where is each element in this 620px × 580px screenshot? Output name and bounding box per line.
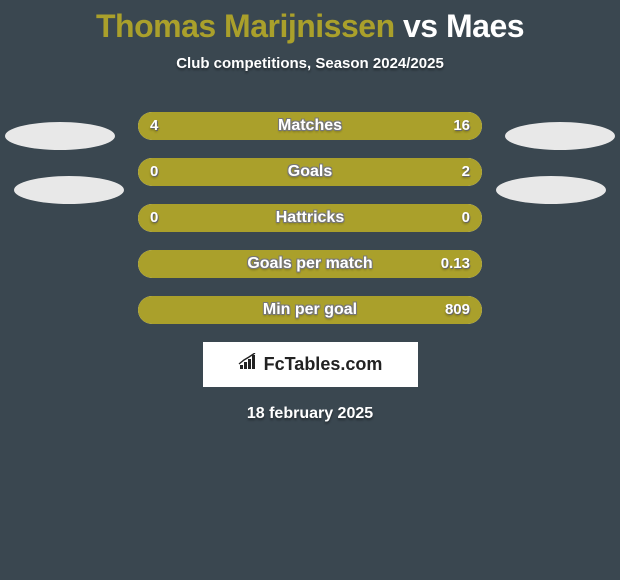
stat-value-right: 2 xyxy=(462,158,470,186)
title-player-left: Thomas Marijnissen xyxy=(96,8,395,44)
title-player-right: Maes xyxy=(446,8,524,44)
stat-label: Matches xyxy=(138,112,482,140)
title-vs: vs xyxy=(395,8,446,44)
team-badge-placeholder xyxy=(5,122,115,150)
stat-row: Hattricks0 0 xyxy=(138,204,482,232)
stat-value-left: 0 xyxy=(150,158,158,186)
stat-row: Goals0 2 xyxy=(138,158,482,186)
stat-label: Hattricks xyxy=(138,204,482,232)
logo-box: FcTables.com xyxy=(203,342,418,387)
stat-row: Matches4 16 xyxy=(138,112,482,140)
logo-text: FcTables.com xyxy=(264,354,383,375)
stat-row: Goals per match0.13 xyxy=(138,250,482,278)
bar-chart-icon xyxy=(238,353,260,376)
date-label: 18 february 2025 xyxy=(0,405,620,423)
stat-label: Min per goal xyxy=(138,296,482,324)
stat-value-right: 16 xyxy=(453,112,470,140)
logo: FcTables.com xyxy=(238,353,383,376)
stat-value-left: 4 xyxy=(150,112,158,140)
subtitle: Club competitions, Season 2024/2025 xyxy=(0,55,620,72)
stat-label: Goals per match xyxy=(138,250,482,278)
stat-value-left: 0 xyxy=(150,204,158,232)
team-badge-placeholder xyxy=(14,176,124,204)
page-title: Thomas Marijnissen vs Maes xyxy=(0,0,620,45)
team-badge-placeholder xyxy=(496,176,606,204)
comparison-infographic: Thomas Marijnissen vs Maes Club competit… xyxy=(0,0,620,580)
stat-value-right: 809 xyxy=(445,296,470,324)
stat-label: Goals xyxy=(138,158,482,186)
stat-row: Min per goal809 xyxy=(138,296,482,324)
stat-value-right: 0.13 xyxy=(441,250,470,278)
team-badge-placeholder xyxy=(505,122,615,150)
stat-value-right: 0 xyxy=(462,204,470,232)
